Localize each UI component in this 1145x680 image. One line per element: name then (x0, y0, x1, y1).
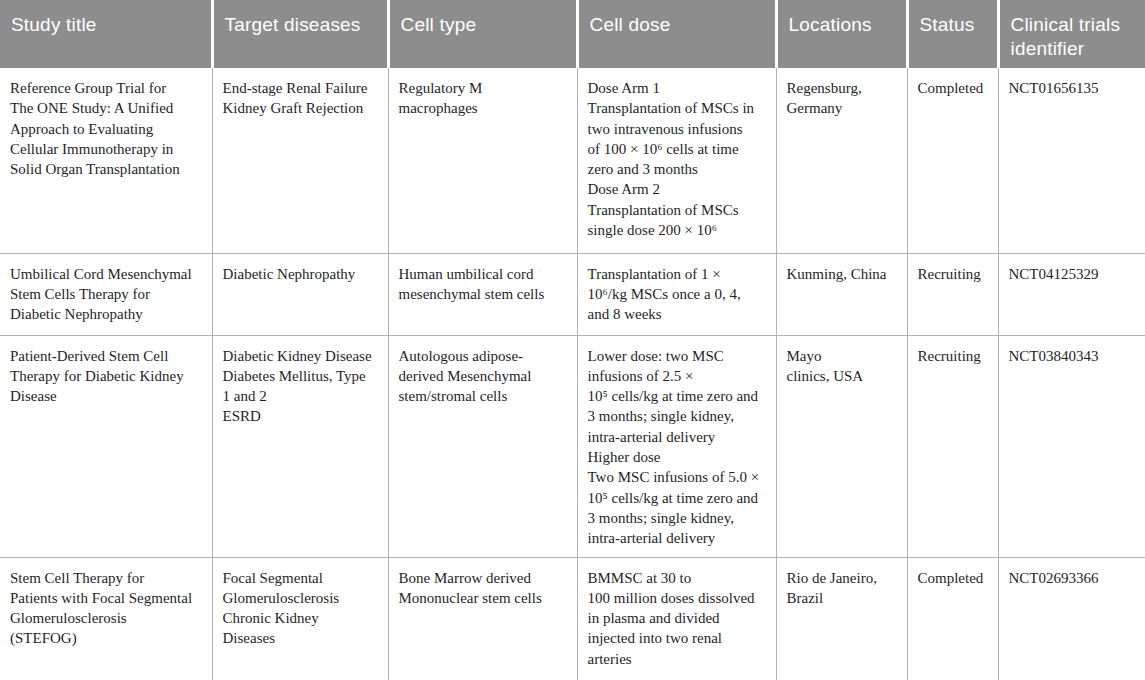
cell-status: Completed (907, 68, 998, 253)
cell-study-title: Umbilical Cord Mesenchymal Stem Cells Th… (0, 253, 212, 335)
cell-status: Completed (907, 557, 998, 680)
cell-identifier: NCT02693366 (998, 557, 1145, 680)
table-row-patient-derived: Patient-Derived Stem Cell Therapy for Di… (0, 335, 1145, 557)
column-header-cell-dose: Cell dose (577, 0, 776, 68)
cell-locations: Mayo clinics, USA (776, 335, 907, 557)
cell-cell-type: Regulatory M macrophages (388, 68, 577, 253)
cell-cell-type: Bone Marrow derived Mononuclear stem cel… (388, 557, 577, 680)
cell-locations: Kunming, China (776, 253, 907, 335)
cell-study-title: Stem Cell Therapy for Patients with Foca… (0, 557, 212, 680)
cell-study-title: Patient-Derived Stem Cell Therapy for Di… (0, 335, 212, 557)
table-row-umbilical-cord: Umbilical Cord Mesenchymal Stem Cells Th… (0, 253, 1145, 335)
column-header-cell-type: Cell type (388, 0, 577, 68)
cell-cell-dose: BMMSC at 30 to 100 million doses dissolv… (577, 557, 776, 680)
cell-target-diseases: Focal Segmental Glomerulosclerosis Chron… (212, 557, 388, 680)
cell-identifier: NCT04125329 (998, 253, 1145, 335)
cell-cell-dose: Dose Arm 1 Transplantation of MSCs in tw… (577, 68, 776, 253)
table-row-stefog: Stem Cell Therapy for Patients with Foca… (0, 557, 1145, 680)
column-header-target-diseases: Target diseases (212, 0, 388, 68)
cell-target-diseases: End-stage Renal Failure Kidney Graft Rej… (212, 68, 388, 253)
column-header-study-title: Study title (0, 0, 212, 68)
cell-locations: Rio de Janeiro, Brazil (776, 557, 907, 680)
cell-cell-type: Autologous adipose- derived Mesenchymal … (388, 335, 577, 557)
column-header-clinical-trials-identifier: Clinical trials identifier (998, 0, 1145, 68)
cell-study-title: Reference Group Trial for The ONE Study:… (0, 68, 212, 253)
cell-status: Recruiting (907, 335, 998, 557)
column-header-locations: Locations (776, 0, 907, 68)
cell-locations: Regensburg, Germany (776, 68, 907, 253)
clinical-trials-table: Study title Target diseases Cell type Ce… (0, 0, 1145, 680)
table-row-one-study: Reference Group Trial for The ONE Study:… (0, 68, 1145, 253)
cell-status: Recruiting (907, 253, 998, 335)
paper-page: Study title Target diseases Cell type Ce… (0, 0, 1145, 680)
cell-cell-dose: Lower dose: two MSC infusions of 2.5 × 1… (577, 335, 776, 557)
cell-identifier: NCT03840343 (998, 335, 1145, 557)
cell-identifier: NCT01656135 (998, 68, 1145, 253)
cell-target-diseases: Diabetic Kidney Disease Diabetes Mellitu… (212, 335, 388, 557)
cell-cell-type: Human umbilical cord mesenchymal stem ce… (388, 253, 577, 335)
header-row: Study title Target diseases Cell type Ce… (0, 0, 1145, 68)
column-header-status: Status (907, 0, 998, 68)
cell-target-diseases: Diabetic Nephropathy (212, 253, 388, 335)
cell-cell-dose: Transplantation of 1 × 10⁶/kg MSCs once … (577, 253, 776, 335)
